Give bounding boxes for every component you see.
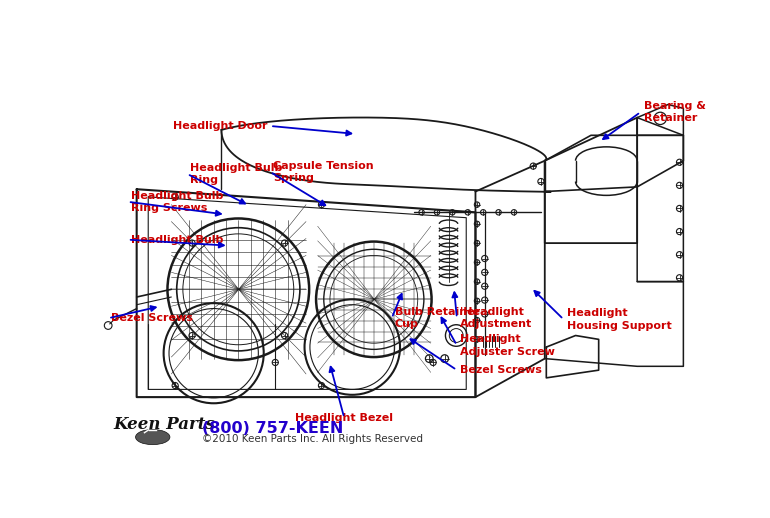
Text: Bezel Screws: Bezel Screws — [111, 313, 193, 323]
Text: Headlight
Housing Support: Headlight Housing Support — [567, 308, 671, 330]
Text: Bezel Screws: Bezel Screws — [460, 365, 542, 375]
Text: Headlight Bulb
Ring Screws: Headlight Bulb Ring Screws — [131, 191, 223, 213]
Text: Keen Parts: Keen Parts — [113, 416, 215, 433]
Text: Headlight Bezel: Headlight Bezel — [295, 413, 393, 423]
Text: Headlight Bulb
Ring: Headlight Bulb Ring — [190, 163, 283, 185]
Ellipse shape — [136, 429, 170, 444]
Text: Bulb Retainer
Cup: Bulb Retainer Cup — [394, 307, 480, 329]
Text: Capsule Tension
Spring: Capsule Tension Spring — [273, 161, 373, 183]
Text: Headlight
Adjuster Screw: Headlight Adjuster Screw — [460, 334, 554, 356]
Text: 'Headlight
Adjustment: 'Headlight Adjustment — [460, 307, 532, 329]
Text: Headlight Bulb: Headlight Bulb — [131, 235, 223, 244]
Text: Bearing &
Retainer: Bearing & Retainer — [644, 101, 705, 123]
Text: (800) 757-KEEN: (800) 757-KEEN — [202, 421, 343, 436]
Text: ©2010 Keen Parts Inc. All Rights Reserved: ©2010 Keen Parts Inc. All Rights Reserve… — [202, 434, 423, 444]
Text: Headlight Door: Headlight Door — [172, 121, 267, 131]
